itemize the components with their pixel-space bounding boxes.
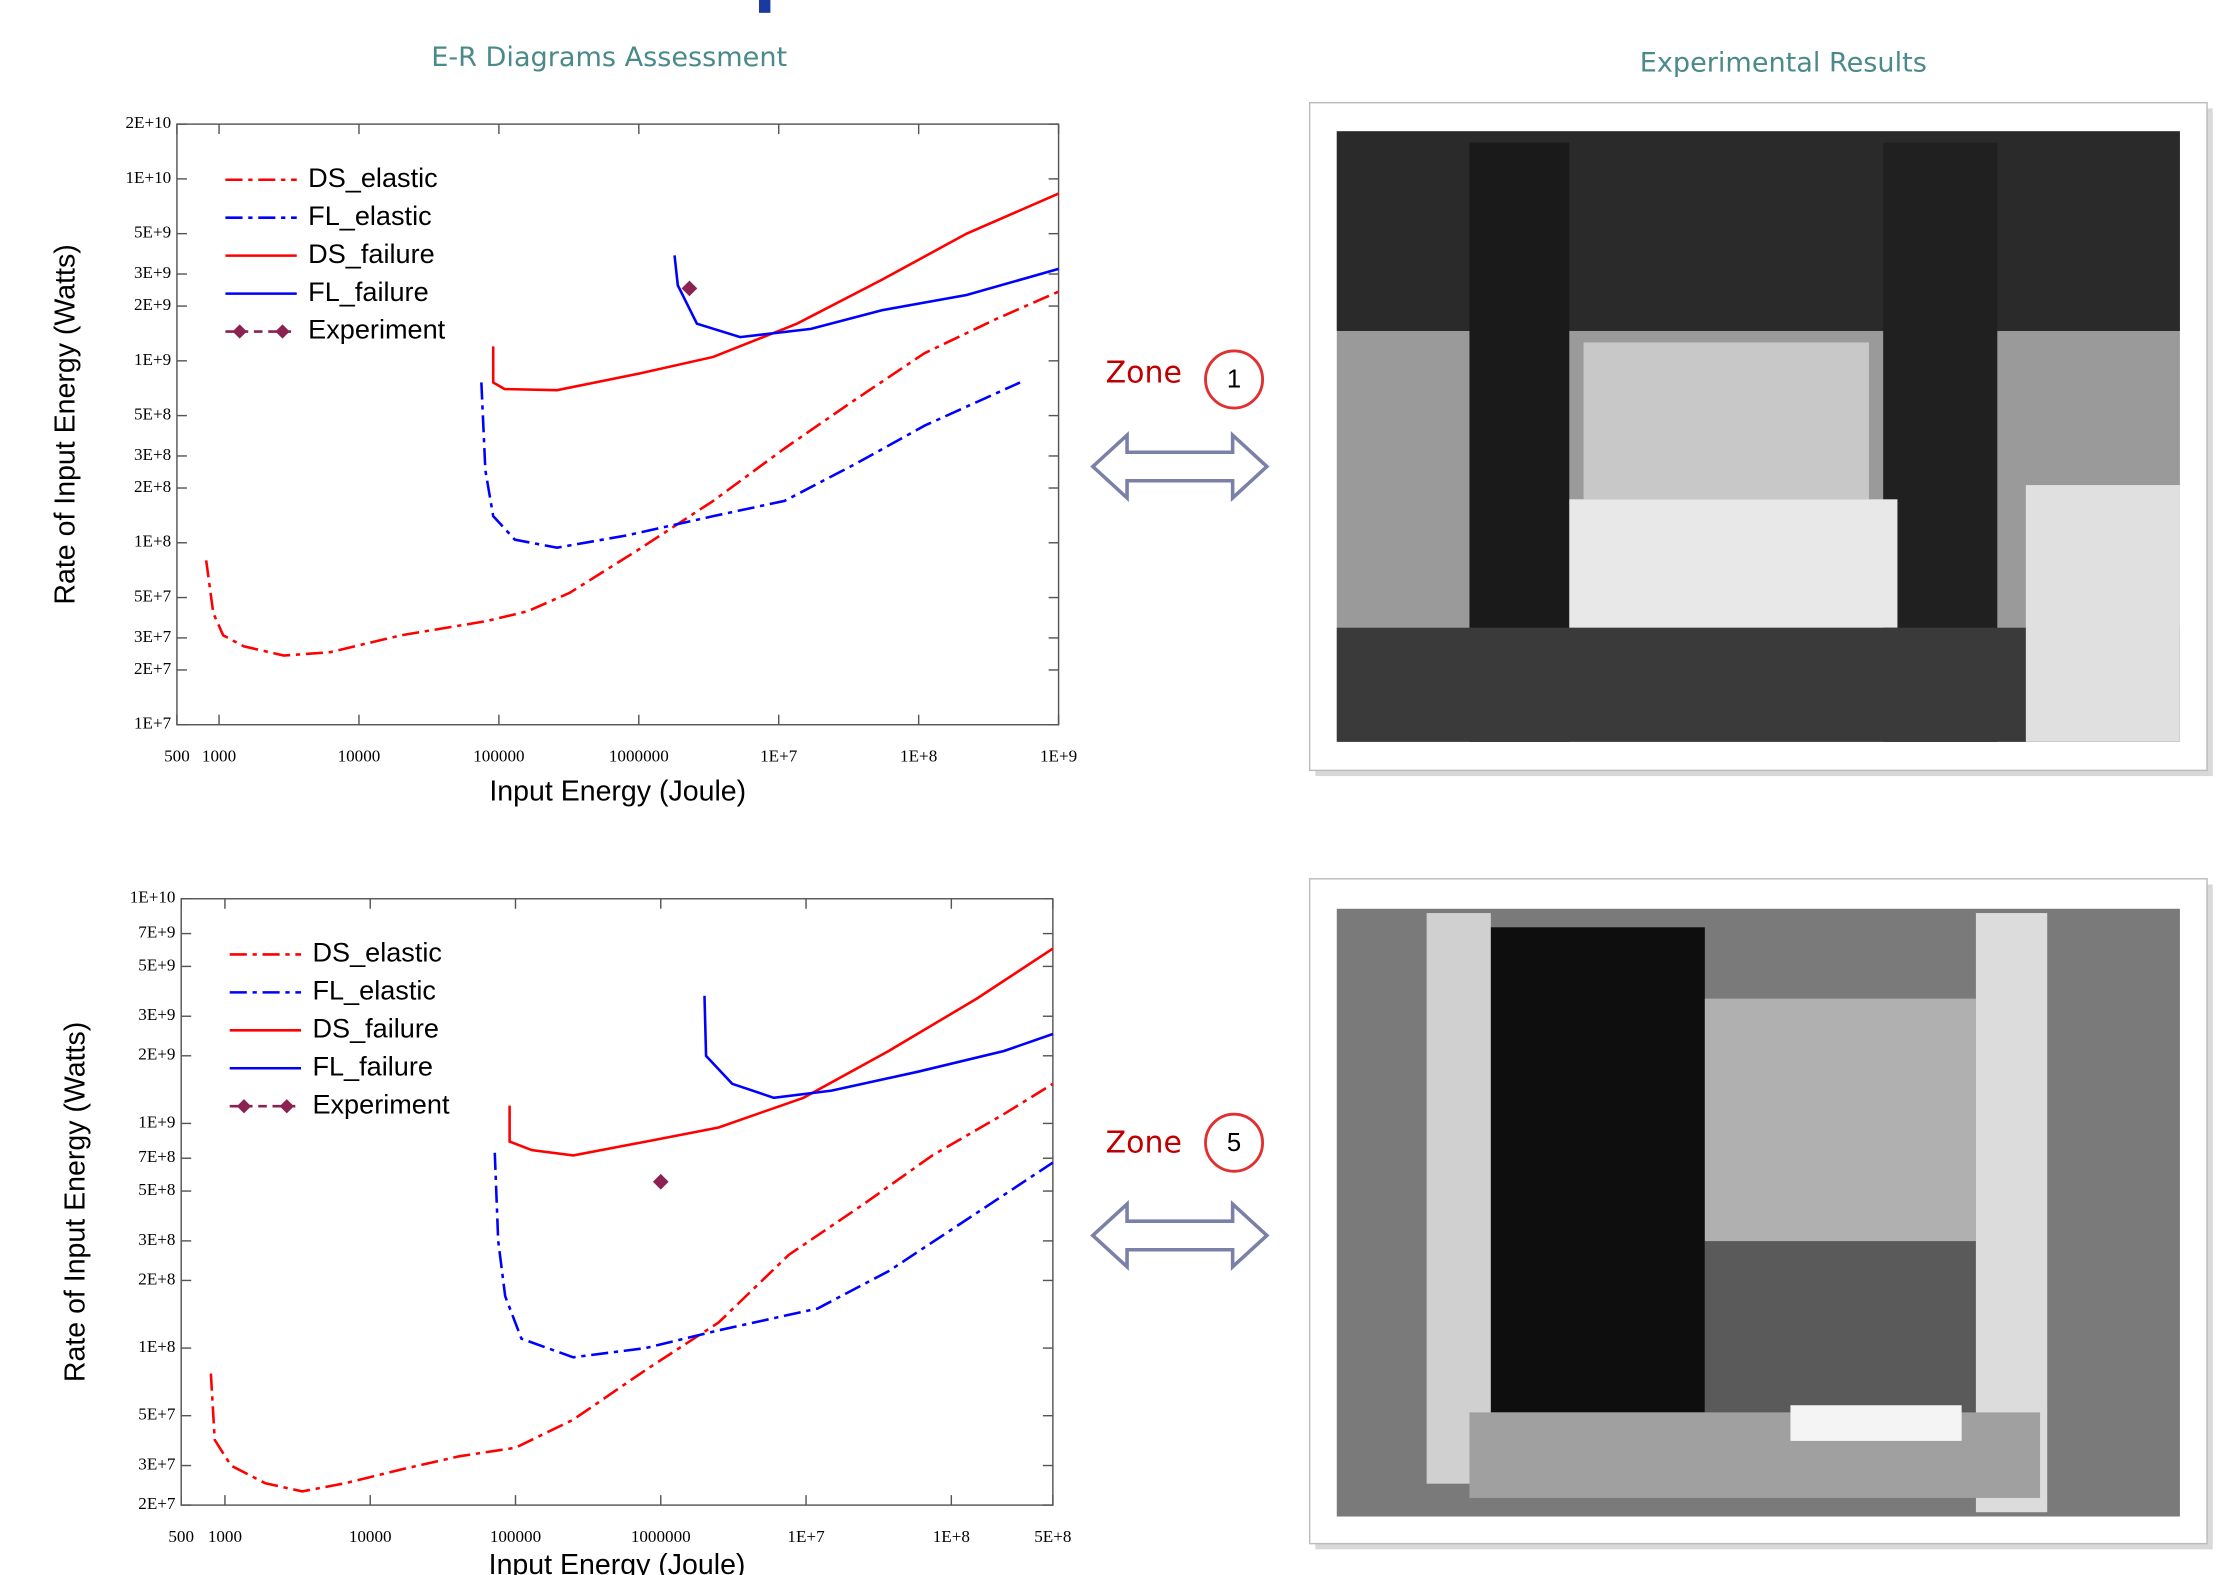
x-tick-label: 500 xyxy=(168,1527,194,1546)
legend-label: FL_elastic xyxy=(308,200,431,231)
y-tick-label: 5E+7 xyxy=(134,586,172,605)
legend-label: DS_elastic xyxy=(308,162,438,193)
photo-1 xyxy=(1310,103,2213,776)
y-tick-label: 2E+7 xyxy=(134,659,172,678)
chart: 500 1000 10000 100000 1000000 1E+7 1E+8 5E+8 2E+… xyxy=(60,888,1072,1575)
x-tick-label: 1000000 xyxy=(609,746,669,765)
zone-number: 5 xyxy=(1227,1129,1241,1157)
legend-label: DS_elastic xyxy=(312,937,442,968)
y-tick-label: 1E+10 xyxy=(130,888,176,907)
page: E-R Diagrams Assessment Experimental Res… xyxy=(0,0,2237,1575)
legend-label: DS_failure xyxy=(308,238,435,269)
title-fragment xyxy=(759,0,770,13)
y-tick-label: 1E+7 xyxy=(134,714,172,733)
y-tick-label: 1E+9 xyxy=(134,350,171,369)
x-axis-label: Input Energy (Joule) xyxy=(489,776,746,808)
right-heading: Experimental Results xyxy=(1640,48,1927,79)
y-tick-label: 3E+7 xyxy=(138,1454,176,1473)
x-tick-label: 5E+8 xyxy=(1034,1527,1071,1546)
x-tick-label: 1E+8 xyxy=(900,746,937,765)
photo-2 xyxy=(1310,879,2213,1550)
zone-label: Zone xyxy=(1106,1126,1182,1161)
x-tick-label: 1000 xyxy=(202,746,236,765)
x-tick-label: 100000 xyxy=(473,746,524,765)
legend-label: Experiment xyxy=(312,1088,450,1119)
y-tick-label: 3E+9 xyxy=(138,1005,175,1024)
y-tick-label: 3E+9 xyxy=(134,263,171,282)
y-tick-label: 5E+8 xyxy=(134,405,171,424)
y-tick-label: 5E+7 xyxy=(138,1405,176,1424)
y-tick-label: 1E+8 xyxy=(138,1337,175,1356)
slide: E-R Diagrams Assessment Experimental Res… xyxy=(0,0,2237,1575)
y-axis-label: Rate of Input Energy (Watts) xyxy=(60,1022,92,1382)
y-tick-label: 1E+8 xyxy=(134,532,171,551)
legend-label: Experiment xyxy=(308,314,446,345)
y-tick-label: 1E+9 xyxy=(138,1112,175,1131)
y-axis-label: Rate of Input Energy (Watts) xyxy=(50,244,82,604)
y-tick-label: 2E+8 xyxy=(138,1269,175,1288)
x-tick-label: 1000 xyxy=(208,1527,242,1546)
y-tick-label: 2E+7 xyxy=(138,1494,176,1513)
y-tick-label: 2E+8 xyxy=(134,477,171,496)
zone-number: 1 xyxy=(1227,366,1241,394)
left-heading: E-R Diagrams Assessment xyxy=(431,42,787,73)
y-tick-label: 7E+8 xyxy=(138,1147,175,1166)
x-tick-label: 1E+9 xyxy=(1040,746,1077,765)
y-tick-label: 5E+9 xyxy=(134,223,171,242)
legend-label: DS_failure xyxy=(312,1012,439,1043)
chart: 500 1000 10000 100000 1000000 1E+7 1E+8 1E+9 1E+… xyxy=(50,113,1078,808)
y-tick-label: 2E+9 xyxy=(134,295,171,314)
y-tick-label: 3E+7 xyxy=(134,627,172,646)
y-tick-label: 3E+8 xyxy=(134,445,171,464)
y-tick-label: 5E+9 xyxy=(138,955,175,974)
y-tick-label: 5E+8 xyxy=(138,1180,175,1199)
x-tick-label: 1E+7 xyxy=(760,746,798,765)
x-tick-label: 10000 xyxy=(349,1527,392,1546)
x-tick-label: 100000 xyxy=(490,1527,541,1546)
x-tick-label: 1E+7 xyxy=(787,1527,825,1546)
legend-label: FL_failure xyxy=(308,276,428,307)
x-tick-label: 1000000 xyxy=(631,1527,691,1546)
zone-label: Zone xyxy=(1106,355,1182,390)
legend-label: FL_failure xyxy=(312,1050,432,1081)
x-tick-label: 500 xyxy=(164,746,190,765)
legend-label: FL_elastic xyxy=(312,975,435,1006)
x-tick-label: 1E+8 xyxy=(933,1527,970,1546)
y-tick-label: 1E+10 xyxy=(125,168,171,187)
x-tick-label: 10000 xyxy=(338,746,381,765)
x-axis-label: Input Energy (Joule) xyxy=(489,1549,746,1575)
y-tick-label: 3E+8 xyxy=(138,1230,175,1249)
y-tick-label: 7E+9 xyxy=(138,922,175,941)
y-tick-label: 2E+10 xyxy=(125,113,171,132)
y-tick-label: 2E+9 xyxy=(138,1045,175,1064)
